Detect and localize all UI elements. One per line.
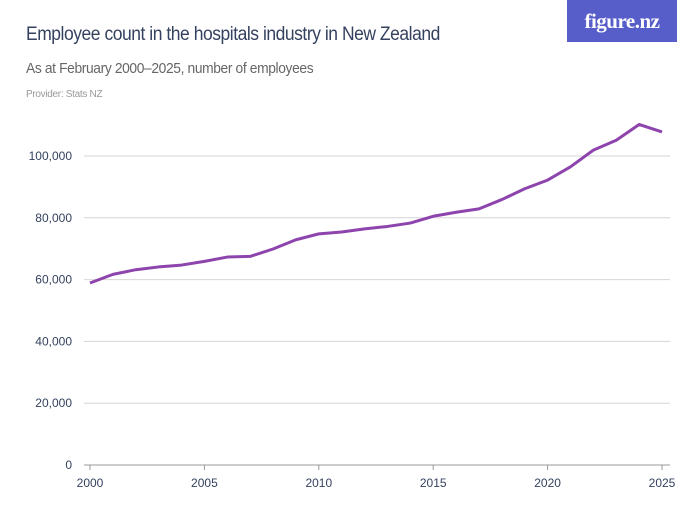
data-point[interactable] — [657, 127, 667, 137]
x-tick-label: 2000 — [77, 476, 104, 490]
data-point[interactable] — [131, 265, 141, 275]
data-point[interactable] — [543, 175, 553, 185]
data-point[interactable] — [474, 204, 484, 214]
data-point[interactable] — [611, 135, 621, 145]
y-tick-label: 60,000 — [35, 273, 72, 287]
y-tick-label: 0 — [65, 458, 72, 472]
data-point[interactable] — [154, 262, 164, 272]
chart-title: Employee count in the hospitals industry… — [26, 24, 440, 45]
data-point[interactable] — [565, 162, 575, 172]
x-tick-label: 2015 — [420, 476, 447, 490]
data-point[interactable] — [588, 145, 598, 155]
data-point[interactable] — [451, 207, 461, 217]
y-tick-label: 20,000 — [35, 396, 72, 410]
data-point[interactable] — [405, 218, 415, 228]
figure-nz-logo[interactable]: figure.nz — [567, 0, 677, 42]
data-point[interactable] — [314, 229, 324, 239]
data-point[interactable] — [428, 211, 438, 221]
data-point[interactable] — [337, 227, 347, 237]
data-point[interactable] — [177, 260, 187, 270]
data-point[interactable] — [222, 252, 232, 262]
y-tick-label: 100,000 — [29, 149, 73, 163]
data-point[interactable] — [108, 269, 118, 279]
x-tick-label: 2010 — [305, 476, 332, 490]
data-point[interactable] — [360, 224, 370, 234]
data-point[interactable] — [634, 119, 644, 129]
y-tick-label: 80,000 — [35, 211, 72, 225]
x-tick-label: 2025 — [649, 476, 676, 490]
data-point[interactable] — [245, 251, 255, 261]
provider-label: Provider: Stats NZ — [26, 89, 103, 100]
data-point[interactable] — [291, 235, 301, 245]
data-point[interactable] — [382, 221, 392, 231]
data-point[interactable] — [268, 244, 278, 254]
y-tick-label: 40,000 — [35, 334, 72, 348]
x-tick-label: 2020 — [534, 476, 561, 490]
x-tick-label: 2005 — [191, 476, 218, 490]
data-point[interactable] — [520, 184, 530, 194]
chart-subtitle: As at February 2000–2025, number of empl… — [26, 60, 314, 77]
data-point[interactable] — [497, 195, 507, 205]
series-line — [89, 122, 663, 285]
data-point[interactable] — [85, 278, 95, 288]
data-point[interactable] — [199, 256, 209, 266]
